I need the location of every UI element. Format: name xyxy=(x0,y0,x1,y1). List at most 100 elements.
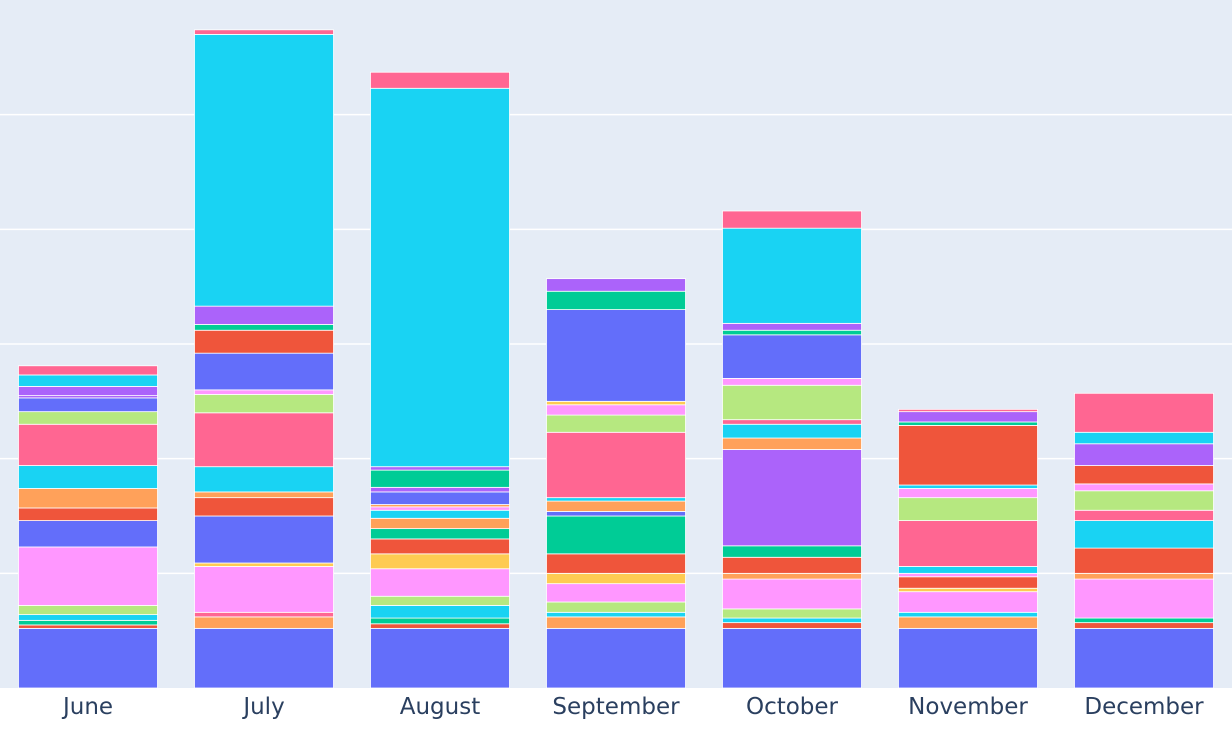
bar-segment xyxy=(722,423,862,439)
bar-segment xyxy=(898,484,1038,489)
bar-segment xyxy=(18,624,158,629)
bar-segment xyxy=(546,616,686,629)
bar-segment xyxy=(546,627,686,689)
bar-segment xyxy=(722,334,862,379)
bar-segment xyxy=(1074,431,1214,445)
bar-segment xyxy=(722,622,862,629)
x-tick-label: November xyxy=(908,694,1028,720)
bar-stack-june xyxy=(18,365,158,689)
x-tick-label: June xyxy=(61,694,113,720)
bar-segment xyxy=(546,553,686,574)
bar-segment xyxy=(194,389,334,395)
bar-stack-october xyxy=(722,210,862,689)
bar-segment xyxy=(898,421,1038,426)
bar-segment xyxy=(370,617,510,625)
bar-segment xyxy=(194,611,334,618)
bar-segment xyxy=(370,627,510,689)
bar-segment xyxy=(546,611,686,618)
bar-segment xyxy=(194,324,334,331)
bar-segment xyxy=(194,329,334,354)
bar-segment xyxy=(546,601,686,613)
bar-segment xyxy=(546,404,686,416)
x-tick-label: December xyxy=(1084,694,1204,720)
bar-segment xyxy=(898,576,1038,589)
bar-segment xyxy=(18,465,158,489)
bar-segment xyxy=(370,568,510,597)
x-tick-label: October xyxy=(746,694,839,720)
bar-segment xyxy=(18,423,158,466)
bar-segment xyxy=(546,431,686,499)
bar-segment xyxy=(546,309,686,402)
bar-segment xyxy=(194,627,334,689)
bar-segment xyxy=(722,384,862,421)
bar-segment xyxy=(1074,578,1214,619)
bar-segment xyxy=(194,562,334,567)
bar-segment xyxy=(370,491,510,505)
bar-segment xyxy=(898,591,1038,613)
bar-segment xyxy=(194,352,334,391)
bar-stack-july xyxy=(194,29,334,689)
bar-segment xyxy=(722,617,862,624)
bar-segment xyxy=(370,517,510,530)
bar-segment xyxy=(1074,465,1214,485)
bar-segment xyxy=(370,486,510,493)
bar-segment xyxy=(546,400,686,406)
bar-segment xyxy=(370,506,510,511)
bar-segment xyxy=(18,627,158,689)
bar-segment xyxy=(1074,392,1214,433)
bar-segment xyxy=(1074,572,1214,580)
bar-segment xyxy=(722,545,862,558)
bar-segment xyxy=(898,611,1038,618)
bar-segment xyxy=(18,507,158,521)
bar-segment xyxy=(194,305,334,325)
bar-segment xyxy=(370,509,510,519)
bar-segment xyxy=(1074,490,1214,511)
bar-segment xyxy=(1074,622,1214,629)
bar-segment xyxy=(18,546,158,606)
bar-segment xyxy=(722,556,862,574)
bar-segment xyxy=(546,414,686,433)
bar-segment xyxy=(722,572,862,580)
bar-segment xyxy=(722,449,862,547)
bar-segment xyxy=(722,210,862,229)
bar-segment xyxy=(722,437,862,450)
bar-segment xyxy=(546,278,686,292)
bar-segment xyxy=(370,605,510,619)
x-tick-label: July xyxy=(241,694,284,720)
bar-segment xyxy=(1074,520,1214,549)
bar-segment xyxy=(194,394,334,414)
bar-segment xyxy=(18,397,158,413)
bar-stack-december xyxy=(1074,392,1214,689)
bar-segment xyxy=(370,553,510,570)
bar-segment xyxy=(898,488,1038,499)
bar-segment xyxy=(898,408,1038,413)
bar-segment xyxy=(18,411,158,425)
bar-stack-september xyxy=(546,278,686,689)
bar-segment xyxy=(18,386,158,396)
bar-segment xyxy=(546,290,686,310)
bar-stack-november xyxy=(898,408,1038,689)
bar-segment xyxy=(194,412,334,468)
bar-segment xyxy=(546,500,686,512)
x-tick-label: August xyxy=(400,694,481,720)
bar-segment xyxy=(722,578,862,610)
bar-segment xyxy=(722,608,862,619)
bar-segment xyxy=(18,488,158,509)
x-tick-label: September xyxy=(552,694,680,720)
bar-segment xyxy=(194,566,334,613)
bar-segment xyxy=(546,515,686,555)
bar-segment xyxy=(194,515,334,564)
bar-segment xyxy=(722,627,862,689)
bar-segment xyxy=(546,572,686,585)
bar-segment xyxy=(194,491,334,499)
bar-segment xyxy=(370,528,510,540)
bar-segment xyxy=(194,466,334,493)
bar-segment xyxy=(546,497,686,502)
bar-segment xyxy=(194,34,334,307)
bar-segment xyxy=(370,538,510,555)
bar-segment xyxy=(18,605,158,616)
bar-segment xyxy=(1074,509,1214,521)
bar-segment xyxy=(722,329,862,336)
bar-segment xyxy=(546,583,686,603)
